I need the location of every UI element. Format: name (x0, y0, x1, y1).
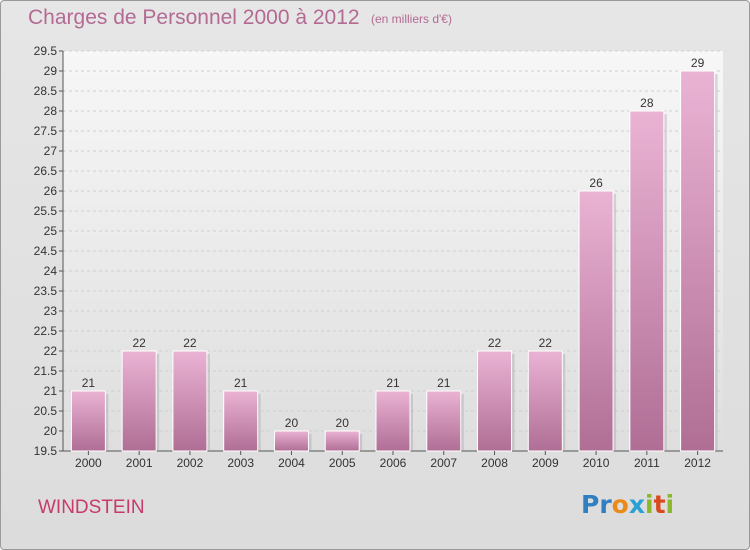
x-tick-label: 2010 (583, 456, 610, 470)
y-tick-label: 21.5 (34, 364, 58, 378)
bar (273, 430, 309, 452)
data-label: 29 (691, 56, 705, 70)
bar (70, 390, 106, 452)
data-label: 22 (488, 336, 502, 350)
y-tick-label: 25 (44, 224, 58, 238)
y-tick-label: 28.5 (34, 84, 58, 98)
chart-subtitle: (en milliers d'€) (371, 12, 452, 26)
data-label: 21 (386, 376, 400, 390)
y-tick-label: 20 (44, 424, 58, 438)
data-label: 21 (234, 376, 248, 390)
proxiti-logo: Proxiti (581, 490, 675, 519)
x-tick-label: 2002 (177, 456, 204, 470)
bar (477, 350, 513, 452)
bar (172, 350, 208, 452)
y-tick-label: 22 (44, 344, 58, 358)
x-tick-label: 2009 (532, 456, 559, 470)
bar (324, 430, 360, 452)
x-tick-label: 2008 (481, 456, 508, 470)
data-label: 26 (589, 176, 603, 190)
data-label: 22 (132, 336, 146, 350)
x-tick-label: 2011 (634, 456, 660, 470)
x-tick-label: 2012 (684, 456, 711, 470)
x-tick-label: 2007 (430, 456, 457, 470)
y-tick-label: 25.5 (34, 204, 58, 218)
x-tick-label: 2003 (227, 456, 254, 470)
data-label: 21 (82, 376, 96, 390)
y-tick-label: 29.5 (34, 44, 58, 58)
data-label: 28 (640, 96, 654, 110)
chart-title: Charges de Personnel 2000 à 2012 (28, 6, 360, 29)
y-tick-label: 24.5 (34, 244, 58, 258)
y-tick-label: 29 (44, 64, 58, 78)
data-label: 22 (183, 336, 197, 350)
y-tick-label: 22.5 (34, 324, 58, 338)
bar (375, 390, 411, 452)
y-tick-label: 23.5 (34, 284, 58, 298)
y-tick-label: 27.5 (34, 124, 58, 138)
bar (426, 390, 462, 452)
x-tick-label: 2005 (329, 456, 356, 470)
y-tick-label: 26 (44, 184, 58, 198)
bar (629, 110, 665, 452)
y-tick-label: 26.5 (34, 164, 58, 178)
x-tick-label: 2004 (278, 456, 305, 470)
bar (121, 350, 157, 452)
y-tick-label: 27 (44, 144, 58, 158)
bar (578, 190, 614, 452)
commune-name: WINDSTEIN (38, 497, 145, 518)
y-tick-label: 24 (44, 264, 58, 278)
y-tick-label: 21 (44, 384, 58, 398)
data-label: 20 (285, 416, 299, 430)
y-tick-label: 20.5 (34, 404, 58, 418)
x-tick-label: 2001 (126, 456, 153, 470)
data-label: 22 (539, 336, 553, 350)
y-tick-label: 28 (44, 104, 58, 118)
x-tick-label: 2000 (75, 456, 102, 470)
y-tick-label: 23 (44, 304, 58, 318)
bar (680, 70, 716, 452)
bar (527, 350, 563, 452)
y-tick-label: 19.5 (34, 444, 58, 458)
data-label: 20 (336, 416, 350, 430)
x-tick-label: 2006 (380, 456, 407, 470)
bar (223, 390, 259, 452)
data-label: 21 (437, 376, 451, 390)
